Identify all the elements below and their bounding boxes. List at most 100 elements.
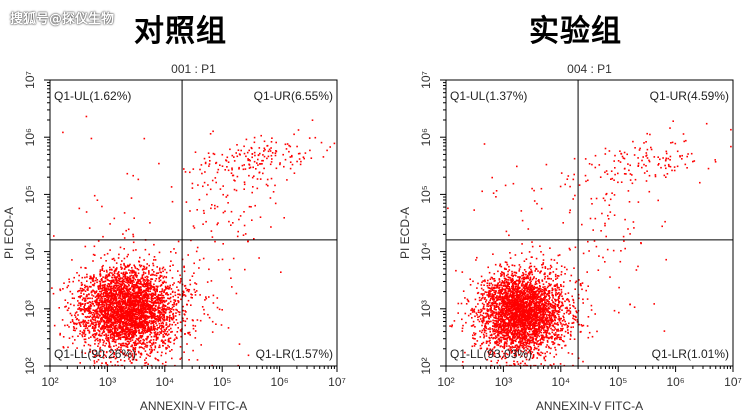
data-point — [218, 308, 221, 311]
data-point — [93, 284, 95, 287]
data-point — [174, 315, 177, 317]
data-point — [251, 191, 253, 194]
data-point — [102, 344, 104, 346]
data-point — [238, 343, 241, 345]
data-point — [96, 314, 98, 316]
data-point — [71, 259, 73, 261]
data-point — [145, 314, 147, 316]
data-point — [105, 312, 108, 315]
data-point — [74, 312, 77, 314]
data-point — [140, 332, 143, 334]
data-point — [142, 285, 144, 287]
data-point — [113, 280, 115, 282]
data-point — [163, 313, 165, 316]
data-point — [136, 318, 138, 321]
data-point — [117, 306, 120, 308]
data-point — [187, 299, 190, 302]
data-point — [224, 210, 226, 213]
data-point — [92, 333, 95, 336]
data-point — [568, 300, 570, 303]
data-point — [111, 303, 113, 305]
data-point — [125, 320, 128, 323]
data-point — [101, 266, 103, 268]
data-point — [162, 326, 165, 329]
data-point — [94, 292, 96, 295]
data-point — [143, 297, 145, 299]
data-point — [69, 312, 72, 315]
data-point — [165, 271, 168, 274]
data-point — [139, 256, 141, 259]
data-point — [130, 337, 133, 339]
data-point — [97, 339, 99, 342]
data-point — [499, 289, 501, 291]
data-point — [148, 279, 150, 282]
data-point — [176, 331, 179, 333]
data-point — [134, 304, 137, 306]
data-point — [71, 297, 74, 299]
data-point — [137, 297, 139, 299]
data-point — [138, 279, 141, 281]
data-point — [122, 297, 124, 299]
data-point — [165, 309, 167, 312]
data-point — [522, 284, 525, 286]
data-point — [128, 304, 130, 307]
data-point — [171, 277, 174, 279]
data-point — [97, 334, 100, 336]
data-point — [125, 322, 127, 325]
data-point — [119, 309, 121, 311]
data-point — [150, 328, 153, 330]
data-point — [131, 311, 133, 313]
data-point — [163, 281, 166, 283]
data-point — [534, 311, 537, 313]
data-point — [527, 294, 529, 297]
data-point — [162, 336, 164, 338]
data-point — [511, 298, 513, 301]
data-point — [142, 303, 144, 305]
data-point — [534, 283, 536, 285]
data-point — [124, 276, 126, 278]
data-point — [168, 306, 170, 309]
data-point — [104, 301, 107, 304]
data-point — [125, 266, 128, 268]
data-point — [164, 312, 167, 314]
data-point — [99, 308, 101, 310]
data-point — [489, 339, 491, 342]
data-point — [146, 336, 149, 338]
data-point — [115, 262, 118, 264]
data-point — [203, 212, 205, 214]
data-point — [103, 304, 106, 306]
data-point — [175, 336, 178, 339]
data-point — [535, 257, 538, 260]
data-point — [269, 150, 272, 152]
data-point — [133, 347, 135, 350]
data-point — [524, 283, 527, 286]
data-point — [121, 284, 123, 286]
data-point — [481, 321, 484, 324]
data-point — [95, 290, 98, 292]
data-point — [95, 332, 98, 334]
data-point — [542, 283, 545, 286]
data-point — [127, 326, 129, 329]
data-point — [144, 325, 147, 327]
data-point — [152, 264, 155, 267]
data-point — [168, 311, 171, 314]
data-point — [173, 303, 176, 305]
data-point — [180, 330, 183, 333]
data-point — [121, 318, 123, 320]
data-point — [228, 220, 230, 223]
data-point — [532, 341, 534, 343]
data-point — [97, 354, 99, 357]
data-point — [99, 301, 101, 303]
data-point — [299, 163, 302, 166]
x-tick-label: 10⁷ — [328, 375, 346, 389]
data-point — [149, 311, 151, 314]
data-point — [549, 296, 551, 299]
data-point — [491, 348, 494, 351]
data-point — [107, 338, 110, 341]
data-point — [93, 276, 95, 278]
data-point — [115, 303, 118, 305]
data-point — [172, 284, 174, 286]
data-point — [121, 303, 124, 305]
data-point — [118, 278, 121, 281]
